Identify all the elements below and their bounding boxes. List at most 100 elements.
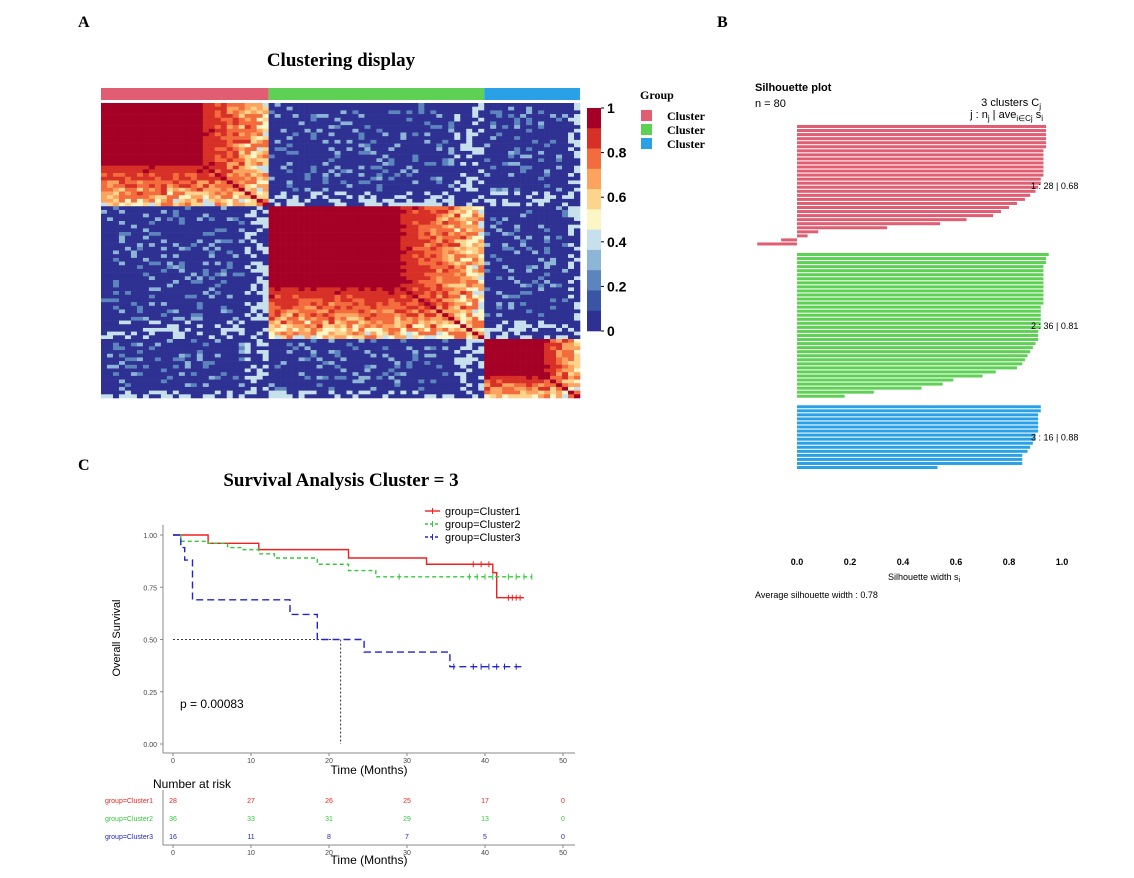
heatmap-cell xyxy=(472,198,479,203)
heatmap-cell xyxy=(400,169,407,174)
heatmap-cell xyxy=(394,272,401,277)
heatmap-cell xyxy=(304,268,311,273)
heatmap-cell xyxy=(352,291,359,296)
heatmap-cell xyxy=(538,198,545,203)
heatmap-cell xyxy=(364,302,371,307)
heatmap-cell xyxy=(328,250,335,255)
heatmap-cell xyxy=(358,121,365,126)
heatmap-cell xyxy=(478,147,485,152)
heatmap-cell xyxy=(532,202,539,207)
heatmap-cell xyxy=(502,158,509,163)
heatmap-cell xyxy=(118,239,126,244)
heatmap-cell xyxy=(298,158,305,163)
heatmap-cell xyxy=(460,239,467,244)
heatmap-cell xyxy=(544,165,551,170)
heatmap-cell xyxy=(448,291,455,296)
heatmap-cell xyxy=(101,206,108,211)
heatmap-cell xyxy=(172,198,180,203)
heatmap-cell xyxy=(412,114,419,119)
heatmap-cell xyxy=(190,191,198,196)
heatmap-cell xyxy=(496,239,503,244)
heatmap-cell xyxy=(238,320,245,325)
heatmap-cell xyxy=(394,139,401,144)
heatmap-cell xyxy=(418,254,425,259)
heatmap-cell xyxy=(118,187,126,192)
heatmap-cell xyxy=(316,202,323,207)
heatmap-cell xyxy=(388,165,395,170)
heatmap-cell xyxy=(106,298,114,303)
heatmap-cell xyxy=(346,180,353,185)
heatmap-cell xyxy=(190,228,198,233)
heatmap-cell xyxy=(130,324,138,329)
heatmap-cell xyxy=(166,265,174,270)
heatmap-cell xyxy=(166,305,174,310)
heatmap-cell xyxy=(154,154,162,159)
heatmap-cell xyxy=(538,283,545,288)
heatmap-cell xyxy=(436,327,443,332)
heatmap-cell xyxy=(574,184,581,189)
heatmap-cell xyxy=(298,103,305,107)
heatmap-cell xyxy=(370,114,377,119)
heatmap-cell xyxy=(508,239,515,244)
heatmap-cell xyxy=(256,158,263,163)
heatmap-cell xyxy=(340,158,347,163)
heatmap-cell xyxy=(334,173,341,178)
heatmap-cell xyxy=(400,291,407,296)
heatmap-cell xyxy=(274,316,281,321)
heatmap-cell xyxy=(400,272,407,277)
heatmap-cell xyxy=(101,305,108,310)
heatmap-cell xyxy=(232,228,240,233)
heatmap-cell xyxy=(172,169,180,174)
heatmap-cell xyxy=(101,302,108,307)
heatmap-cell xyxy=(292,202,299,207)
heatmap-cell xyxy=(238,132,245,137)
heatmap-cell xyxy=(496,287,503,292)
heatmap-cell xyxy=(316,187,323,192)
heatmap-cell xyxy=(334,287,341,292)
heatmap-cell xyxy=(238,209,245,214)
heatmap-cell xyxy=(274,176,281,181)
heatmap-cell xyxy=(214,213,222,218)
heatmap-cell xyxy=(250,221,257,225)
heatmap-cell xyxy=(406,320,413,325)
heatmap-cell xyxy=(574,313,581,318)
heatmap-cell xyxy=(238,327,245,332)
heatmap-cell xyxy=(328,261,335,266)
heatmap-cell xyxy=(358,265,365,270)
heatmap-cell xyxy=(328,121,335,126)
heatmap-cell xyxy=(136,180,144,185)
heatmap-cell xyxy=(496,309,503,314)
heatmap-cell xyxy=(298,302,305,307)
heatmap-cell xyxy=(490,213,497,218)
heatmap-cell xyxy=(430,132,437,137)
heatmap-cell xyxy=(208,184,216,189)
heatmap-cell xyxy=(268,302,275,307)
heatmap-cell xyxy=(496,224,503,229)
heatmap-cell xyxy=(214,298,222,303)
heatmap-cell xyxy=(112,291,120,296)
heatmap-cell xyxy=(454,180,461,185)
heatmap-cell xyxy=(538,320,545,325)
heatmap-cell xyxy=(382,139,389,144)
heatmap-cell xyxy=(346,125,353,130)
heatmap-cell xyxy=(430,276,437,281)
heatmap-cell xyxy=(454,132,461,137)
heatmap-cell xyxy=(292,305,299,310)
heatmap-cell xyxy=(364,165,371,170)
heatmap-cell xyxy=(160,110,168,115)
heatmap-cell xyxy=(292,327,299,332)
heatmap-cell xyxy=(532,162,539,166)
heatmap-cell xyxy=(184,320,192,325)
heatmap-cell xyxy=(544,158,551,163)
heatmap-cell xyxy=(364,313,371,318)
heatmap-cell xyxy=(478,114,485,119)
heatmap-cell xyxy=(238,198,245,203)
heatmap-cell xyxy=(532,232,539,237)
heatmap-cell xyxy=(526,265,533,270)
heatmap-cell xyxy=(550,176,557,181)
heatmap-cell xyxy=(118,154,126,159)
heatmap-cell xyxy=(496,243,503,248)
heatmap-cell xyxy=(328,232,335,237)
heatmap-cell xyxy=(250,198,257,203)
heatmap-cell xyxy=(358,313,365,318)
